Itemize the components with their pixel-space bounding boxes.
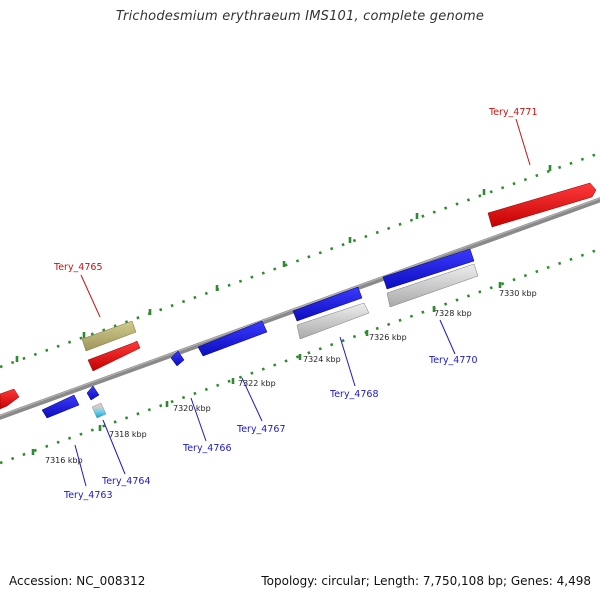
tick-label: 7316 kbp <box>45 456 83 465</box>
gene-label-tery-4764[interactable]: Tery_4764 <box>101 476 151 487</box>
map-title: Trichodesmium erythraeum IMS101, complet… <box>115 9 485 24</box>
gene-label-tery-4766[interactable]: Tery_4766 <box>182 443 232 454</box>
forward-cds-arrow[interactable] <box>0 388 20 410</box>
tick-label: 7328 kbp <box>434 309 472 318</box>
tick-label: 7320 kbp <box>173 404 211 413</box>
highlight-feature-tery-4765[interactable] <box>81 320 137 352</box>
genome-backbone <box>0 197 600 420</box>
major-ticks-lower <box>31 282 502 455</box>
reverse-cds-tery-4768[interactable] <box>292 286 363 322</box>
reverse-cds-tery-4770[interactable] <box>382 248 475 290</box>
genome-summary: Topology: circular; Length: 7,750,108 bp… <box>261 574 591 588</box>
gene-label-tery-4767[interactable]: Tery_4767 <box>236 424 286 435</box>
leader-lines <box>74 118 531 487</box>
gene-label-tery-4770[interactable]: Tery_4770 <box>428 355 478 366</box>
forward-cds-tery-4765[interactable] <box>87 340 141 372</box>
tick-label: 7318 kbp <box>109 430 147 439</box>
rna-feature-tery-4770[interactable] <box>386 263 479 308</box>
rna-feature-tery-4764[interactable] <box>91 402 107 419</box>
forward-cds-tery-4771[interactable] <box>487 182 597 228</box>
rna-feature-tery-4768[interactable] <box>296 302 370 340</box>
gene-label-tery-4771[interactable]: Tery_4771 <box>488 107 538 118</box>
gene-label-tery-4765[interactable]: Tery_4765 <box>53 262 103 273</box>
reverse-cds-tery-4767[interactable] <box>197 320 268 357</box>
accession-label: Accession: NC_008312 <box>9 574 146 588</box>
major-ticks-upper <box>15 165 552 362</box>
reverse-cds-tery-4766[interactable] <box>170 350 185 367</box>
gene-label-tery-4763[interactable]: Tery_4763 <box>63 490 113 501</box>
reverse-cds-tery-4764[interactable] <box>86 385 100 401</box>
tick-label: 7326 kbp <box>369 333 407 342</box>
tick-label: 7322 kbp <box>238 379 276 388</box>
gene-label-tery-4768[interactable]: Tery_4768 <box>329 389 379 400</box>
tick-label: 7324 kbp <box>303 355 341 364</box>
reverse-cds-tery-4763[interactable] <box>41 394 80 419</box>
tick-label: 7330 kbp <box>499 289 537 298</box>
